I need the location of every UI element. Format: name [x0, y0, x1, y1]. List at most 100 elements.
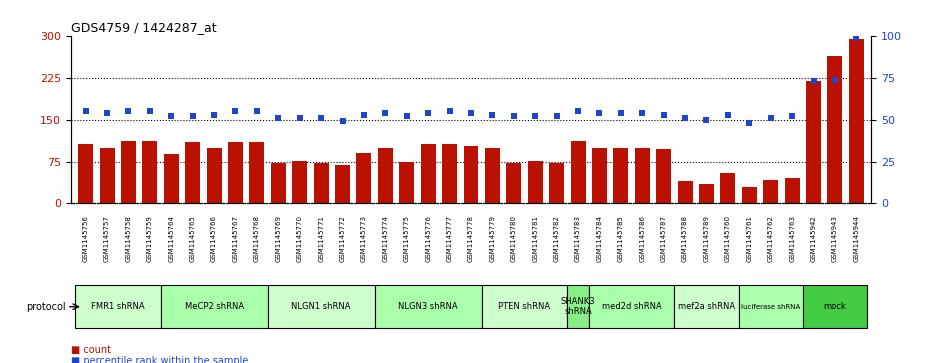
Bar	[699, 184, 714, 203]
Text: NLGN1 shRNA: NLGN1 shRNA	[291, 302, 350, 311]
Bar	[121, 141, 136, 203]
Text: protocol: protocol	[26, 302, 66, 312]
Text: luciferase shRNA: luciferase shRNA	[741, 304, 801, 310]
Text: FMR1 shRNA: FMR1 shRNA	[91, 302, 144, 311]
Text: GSM1145766: GSM1145766	[211, 215, 217, 262]
Bar	[292, 161, 307, 203]
Bar	[849, 39, 864, 203]
Text: GSM1145774: GSM1145774	[382, 215, 388, 262]
Bar	[785, 178, 800, 203]
Text: mock: mock	[823, 302, 846, 311]
Text: GSM1145942: GSM1145942	[810, 215, 817, 262]
Bar	[827, 56, 842, 203]
Bar	[78, 144, 93, 203]
Text: GSM1145757: GSM1145757	[104, 215, 110, 262]
Point	[506, 114, 521, 119]
Bar	[160, 285, 268, 328]
Text: PTEN shRNA: PTEN shRNA	[498, 302, 550, 311]
Point	[592, 110, 607, 116]
Text: GSM1145779: GSM1145779	[490, 215, 495, 262]
Point	[292, 115, 307, 121]
Point	[399, 114, 414, 119]
Point	[121, 109, 136, 114]
Point	[528, 114, 543, 119]
Point	[164, 114, 179, 119]
Bar	[549, 163, 564, 203]
Point	[677, 115, 692, 121]
Point	[356, 112, 371, 118]
Point	[463, 110, 479, 116]
Point	[378, 110, 393, 116]
Text: GSM1145760: GSM1145760	[725, 215, 731, 262]
Bar	[763, 180, 778, 203]
Bar	[635, 148, 650, 203]
Text: GSM1145769: GSM1145769	[275, 215, 282, 262]
Bar	[268, 285, 375, 328]
Bar	[270, 163, 285, 203]
Text: GSM1145763: GSM1145763	[789, 215, 795, 262]
Text: GSM1145765: GSM1145765	[189, 215, 196, 262]
Point	[142, 109, 157, 114]
Point	[785, 114, 800, 119]
Text: GSM1145787: GSM1145787	[660, 215, 667, 262]
Bar	[250, 142, 265, 203]
Point	[100, 110, 115, 116]
Text: GSM1145786: GSM1145786	[640, 215, 645, 262]
Bar	[677, 181, 692, 203]
Point	[421, 110, 436, 116]
Point	[335, 119, 350, 125]
Point	[186, 114, 201, 119]
Text: GSM1145758: GSM1145758	[125, 215, 132, 262]
Text: MeCP2 shRNA: MeCP2 shRNA	[185, 302, 244, 311]
Bar	[164, 154, 179, 203]
Text: NLGN3 shRNA: NLGN3 shRNA	[398, 302, 458, 311]
Text: GSM1145770: GSM1145770	[297, 215, 302, 262]
Bar	[589, 285, 674, 328]
Point	[699, 117, 714, 123]
Text: GSM1145764: GSM1145764	[169, 215, 174, 262]
Text: GSM1145776: GSM1145776	[425, 215, 431, 262]
Point	[442, 109, 457, 114]
Text: GSM1145759: GSM1145759	[147, 215, 153, 262]
Text: med2d shRNA: med2d shRNA	[602, 302, 661, 311]
Text: GSM1145767: GSM1145767	[233, 215, 238, 262]
Bar	[100, 148, 115, 203]
Text: GSM1145778: GSM1145778	[468, 215, 474, 262]
Text: GDS4759 / 1424287_at: GDS4759 / 1424287_at	[71, 21, 217, 34]
Bar	[485, 148, 500, 203]
Bar	[674, 285, 739, 328]
Bar	[657, 149, 671, 203]
Point	[849, 35, 864, 41]
Bar	[378, 148, 393, 203]
Bar	[442, 144, 457, 203]
Text: ■ count: ■ count	[71, 345, 110, 355]
Bar	[228, 142, 243, 203]
Bar	[463, 146, 479, 203]
Point	[763, 115, 778, 121]
Bar	[571, 141, 586, 203]
Point	[250, 109, 265, 114]
Bar	[803, 285, 867, 328]
Point	[485, 112, 500, 118]
Text: GSM1145777: GSM1145777	[447, 215, 452, 262]
Text: GSM1145785: GSM1145785	[618, 215, 624, 262]
Bar	[206, 148, 221, 203]
Bar	[528, 161, 543, 203]
Bar	[506, 163, 521, 203]
Point	[314, 115, 329, 121]
Point	[657, 112, 672, 118]
Text: GSM1145756: GSM1145756	[83, 215, 89, 262]
Point	[635, 110, 650, 116]
Bar	[741, 187, 756, 203]
Bar	[806, 81, 821, 203]
Point	[721, 112, 736, 118]
Point	[827, 77, 842, 83]
Text: GSM1145768: GSM1145768	[254, 215, 260, 262]
Text: GSM1145788: GSM1145788	[682, 215, 688, 262]
Text: GSM1145944: GSM1145944	[853, 215, 859, 262]
Bar	[186, 142, 200, 203]
Text: GSM1145772: GSM1145772	[339, 215, 346, 262]
Bar	[399, 162, 414, 203]
Point	[613, 110, 628, 116]
Bar	[481, 285, 567, 328]
